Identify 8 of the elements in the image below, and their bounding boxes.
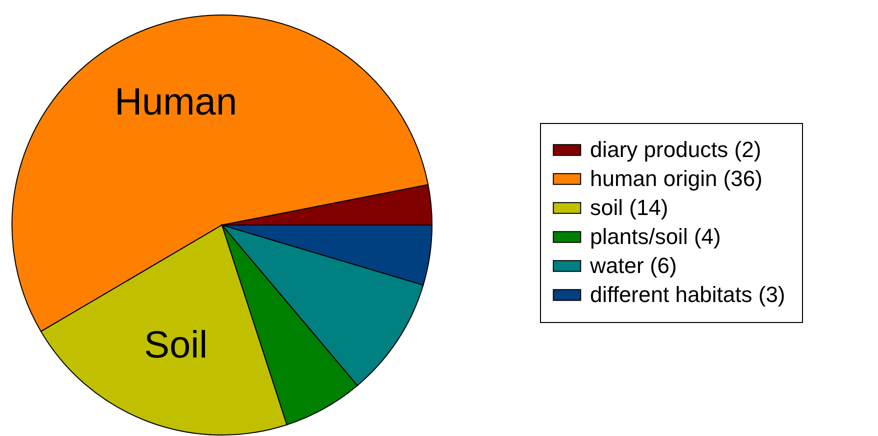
legend-label: different habitats (3) (590, 282, 786, 307)
legend-label: soil (14) (590, 195, 668, 220)
legend-label: human origin (36) (590, 166, 762, 191)
text: Human (114, 81, 238, 124)
legend-label: plants/soil (4) (590, 224, 721, 249)
legend-label: diary products (2) (590, 137, 762, 162)
text: Soil (144, 324, 208, 367)
legend-label: water (6) (589, 253, 677, 278)
